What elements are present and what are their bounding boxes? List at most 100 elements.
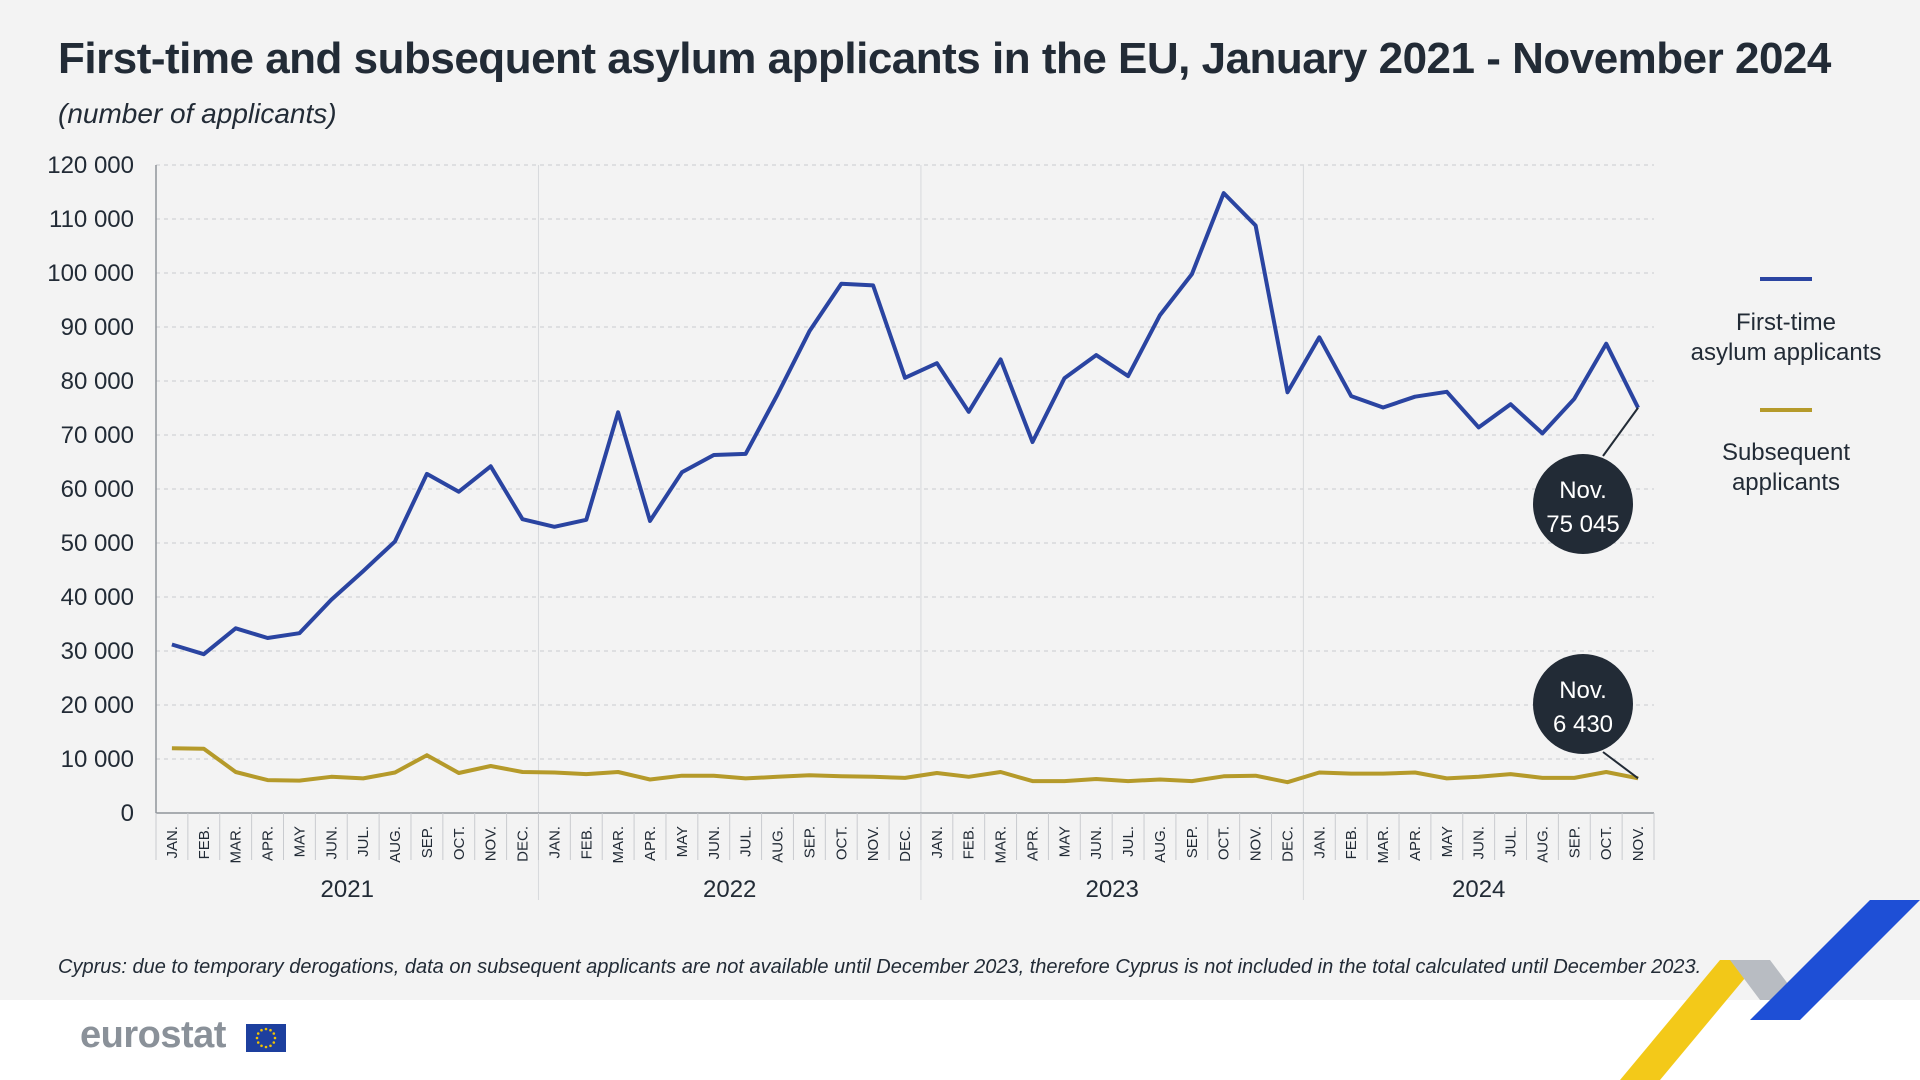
flag-star: [272, 1032, 276, 1035]
callout-value: 6 430: [1553, 711, 1613, 738]
flag-star: [273, 1036, 277, 1040]
flag-star: [264, 1027, 268, 1031]
month-label: JUN.: [1088, 826, 1105, 859]
y-tick-label: 20 000: [61, 692, 134, 719]
grid-layer: [156, 164, 1654, 900]
y-tick-label: 60 000: [61, 476, 134, 503]
month-label: OCT.: [1598, 826, 1615, 860]
month-label: FEB.: [961, 826, 978, 859]
callout-bubble: [1533, 454, 1633, 554]
month-label: APR.: [1024, 826, 1041, 861]
callout-leader: [1602, 407, 1639, 457]
month-label: FEB.: [578, 826, 595, 859]
eu-flag-icon: [246, 1024, 286, 1052]
year-label: 2023: [1085, 876, 1138, 903]
callout-first-time: Nov. 75 045: [1533, 407, 1639, 554]
y-tick-label: 30 000: [61, 638, 134, 665]
y-tick-label: 100 000: [47, 260, 134, 287]
legend-item-subsequent: Subsequent applicants: [1722, 408, 1850, 496]
month-label: JUN.: [1471, 826, 1488, 859]
month-label: DEC.: [515, 826, 532, 862]
month-label: APR.: [260, 826, 277, 861]
month-label: FEB.: [196, 826, 213, 859]
y-tick-label: 80 000: [61, 368, 134, 395]
flag-star: [260, 1044, 263, 1048]
legend: First-time asylum applicants Subsequent app…: [1691, 277, 1881, 496]
month-label: NOV.: [1630, 826, 1647, 861]
y-tick-label: 70 000: [61, 422, 134, 449]
month-label: MAR.: [1375, 826, 1392, 864]
month-label: AUG.: [1534, 826, 1551, 863]
flag-star: [272, 1041, 276, 1044]
y-tick-label: 10 000: [61, 746, 134, 773]
flag-star: [256, 1041, 260, 1044]
decorative-chevrons: [1620, 900, 1920, 1080]
callout-subsequent: Nov. 6 430: [1533, 654, 1639, 780]
month-label: SEP.: [419, 826, 436, 858]
month-label: JUN.: [323, 826, 340, 859]
callout-label: Nov.: [1559, 477, 1607, 504]
month-label: MAR.: [993, 826, 1010, 864]
year-label: 2021: [321, 876, 374, 903]
month-label: JAN.: [929, 826, 946, 859]
callout-leader: [1602, 751, 1639, 780]
legend-label: First-time: [1736, 309, 1836, 336]
legend-label: Subsequent: [1722, 439, 1850, 466]
callouts: Nov. 75 045 Nov. 6 430: [1533, 407, 1639, 780]
footnote: Cyprus: due to temporary derogations, da…: [58, 956, 1702, 978]
footer-band: [0, 1000, 1920, 1080]
month-label: MAY: [1056, 826, 1073, 857]
month-label: JUL.: [1120, 826, 1137, 857]
y-tick-label: 0: [121, 800, 134, 827]
month-label: AUG.: [1152, 826, 1169, 863]
month-label: NOV.: [483, 826, 500, 861]
eurostat-logo: eurostat: [80, 1014, 226, 1056]
legend-item-first-time: First-time asylum applicants: [1691, 277, 1881, 366]
month-label: AUG.: [387, 826, 404, 863]
series-line-first-time: [171, 191, 1640, 657]
flag-star: [255, 1036, 259, 1040]
flag-star: [264, 1045, 268, 1049]
flag-star: [269, 1028, 272, 1032]
month-label: JUL.: [738, 826, 755, 857]
chart-area: 0 10 000 20 000 30 000 40 000 50 000 60 000 70 …: [47, 152, 1881, 903]
month-label: APR.: [642, 826, 659, 861]
month-label: MAY: [1439, 826, 1456, 857]
year-label: 2024: [1452, 876, 1505, 903]
month-label: SEP.: [1566, 826, 1583, 858]
month-label: JAN.: [1311, 826, 1328, 859]
month-label: JAN.: [164, 826, 181, 859]
y-tick-label: 120 000: [47, 152, 134, 179]
y-tick-label: 50 000: [61, 530, 134, 557]
callout-label: Nov.: [1559, 677, 1607, 704]
callout-value: 75 045: [1546, 511, 1619, 538]
year-label: 2022: [703, 876, 756, 903]
legend-label: applicants: [1732, 469, 1840, 496]
month-label: JAN.: [546, 826, 563, 859]
series-line-subsequent: [171, 746, 1639, 785]
month-label: OCT.: [1216, 826, 1233, 860]
y-tick-label: 110 000: [49, 206, 134, 233]
chart-title: First-time and subsequent asylum applica…: [58, 34, 1831, 83]
y-tick-label: 40 000: [61, 584, 134, 611]
flag-star: [269, 1044, 272, 1048]
month-label: SEP.: [1184, 826, 1201, 858]
callout-bubble: [1533, 654, 1633, 754]
month-label: MAY: [674, 826, 691, 857]
axis-layer: 0 10 000 20 000 30 000 40 000 50 000 60 000 70 …: [47, 152, 1655, 903]
month-label: JUN.: [706, 826, 723, 859]
month-label: SEP.: [801, 826, 818, 858]
month-label: DEC.: [1279, 826, 1296, 862]
month-label: JUL.: [1503, 826, 1520, 857]
y-tick-label: 90 000: [61, 314, 134, 341]
month-label: OCT.: [451, 826, 468, 860]
month-label: FEB.: [1343, 826, 1360, 859]
month-label: DEC.: [897, 826, 914, 862]
chart-subtitle: (number of applicants): [58, 98, 337, 129]
flag-star: [256, 1032, 260, 1035]
month-label: NOV.: [1248, 826, 1265, 861]
month-label: MAR.: [228, 826, 245, 864]
month-label: AUG.: [770, 826, 787, 863]
month-label: APR.: [1407, 826, 1424, 861]
series-layer: [171, 191, 1640, 785]
